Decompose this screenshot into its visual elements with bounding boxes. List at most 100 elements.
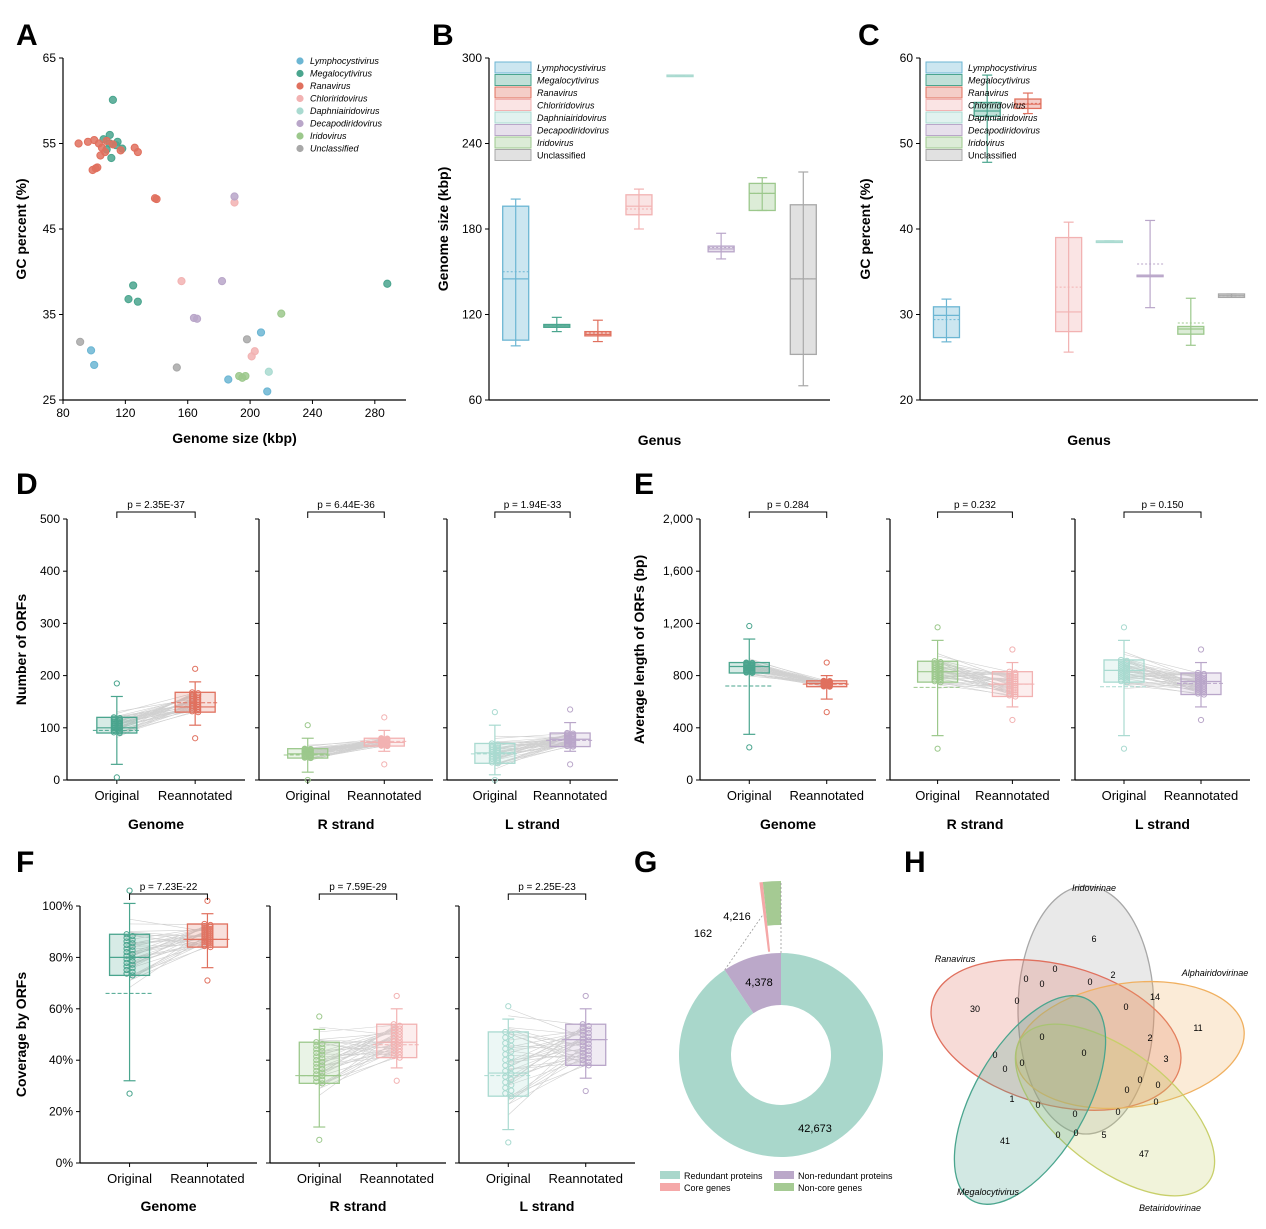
legend-label: Lymphocystivirus [537,63,606,73]
venn-count: 14 [1150,992,1160,1002]
paired-line [508,1030,586,1041]
paired-line [319,1043,397,1054]
paired-line [508,1033,586,1061]
pie-slice-non-core-genes [762,881,781,926]
paired-line [508,1032,586,1054]
y-tick-label: 2,000 [663,512,693,526]
p-value: p = 2.25E-23 [518,882,576,893]
group-r-strand: Original Reannotated p = 7.59E-29 R strand [266,882,446,1214]
scatter-point-ranavirus [152,194,161,204]
legend-swatch [494,74,532,86]
paired-line [937,655,1013,673]
y-tick-label: 30 [900,308,914,322]
group-title: R strand [318,816,375,832]
p-value: p = 6.44E-36 [317,500,375,511]
box-daphniairidovirus [1095,240,1124,244]
x-tick-label: Original [1102,788,1147,803]
box-original [92,680,141,781]
box-original [1100,624,1148,752]
iqr-box [376,1023,418,1059]
box-original [283,722,332,784]
box-unclassified [1217,293,1246,299]
paired-boxplot-f: Coverage by ORFs 0% 20% 40% 60% 80% 100% Origin… [13,882,635,1214]
scatter-point-megalocytivirus [383,279,392,288]
significance-bracket [494,511,571,518]
group-genome: 0 100 200 300 400 500 Original Reannotated p = 2… [40,500,245,832]
legend-swatch [774,1183,794,1191]
legend-label: Redundant proteins [684,1171,763,1181]
panel-letter-b: B [432,19,454,52]
scatter-point-unclassified [242,335,252,344]
outlier-point [113,680,120,687]
outlier-point [934,745,941,752]
x-tick-label: Reannotated [533,788,607,803]
legend-label: Decapodiridovirus [310,119,383,129]
iqr-box [932,306,961,339]
iqr-box [502,205,530,341]
paired-line [129,928,208,949]
outlier-point [505,1139,512,1146]
box-unclassified [789,171,817,387]
box-iridovirus [748,177,776,212]
legend-label: Chloriridovirus [537,101,595,111]
x-tick-label: Reannotated [1164,788,1238,803]
outlier-point [567,761,574,768]
legend-label: Unclassified [537,151,586,161]
scatter-point-lymphocystivirus [90,360,99,370]
legend-swatch [925,99,963,111]
panel-letter-c: C [858,19,880,52]
paired-line [508,1057,586,1070]
paired-line [749,665,827,683]
scatter-point-megalocytivirus [133,297,142,306]
venn-count: 30 [970,1004,980,1014]
legend-swatch [494,111,532,124]
paired-line [494,733,571,739]
venn-count: 0 [1124,1085,1129,1095]
outlier-point [381,714,388,721]
paired-line [116,709,196,719]
group-genome: 0 400 800 1,200 1,600 2,000 Original Reannotate… [663,500,876,832]
venn-count: 11 [1193,1023,1202,1033]
outlier-point [746,744,753,751]
paired-line [116,710,196,736]
legend-swatch [494,61,532,74]
outlier-point [316,1136,323,1143]
venn-count: 0 [1072,1109,1077,1119]
significance-bracket [116,511,196,518]
legend-swatch [494,149,532,161]
paired-line [508,1036,586,1086]
y-tick-label: 60% [49,1002,73,1016]
paired-boxplot-e: Average length of ORFs (bp) 0 400 800 1,200 1… [631,500,1250,832]
paired-line [494,745,571,767]
iqr-box [728,661,770,674]
venn-count: 0 [1035,1100,1040,1110]
legend-label: Iridovirus [310,131,347,141]
y-tick-label: 40% [49,1053,73,1067]
outlier-point [582,1087,589,1095]
scatter-point-megalocytivirus [129,281,138,290]
iqr-box [1177,325,1205,335]
significance-bracket [1123,511,1202,518]
legend-label: Unclassified [310,144,360,154]
outlier-point [1120,624,1128,631]
paired-line [508,1050,586,1100]
y-tick-label: 45 [43,222,57,236]
outlier-point [192,735,199,742]
group-title: Genome [128,816,184,832]
scatter-point-ranavirus [133,147,142,157]
legend-swatch [660,1171,680,1179]
box-reannotated [988,646,1037,724]
x-axis-label: Genus [638,432,682,448]
outlier-point [823,709,830,716]
paired-line [129,939,208,955]
paired-line [319,1029,397,1048]
outlier-point [505,1003,512,1010]
venn-set-alphairidovirinae [1015,980,1245,1110]
venn-count: 0 [1052,964,1057,974]
outlier-point [304,722,311,729]
y-tick-label: 240 [462,137,482,151]
legend-marker [296,94,304,103]
paired-line [116,696,196,723]
group-genome: 0% 20% 40% 60% 80% 100% Original Reannotated p =… [42,882,257,1214]
